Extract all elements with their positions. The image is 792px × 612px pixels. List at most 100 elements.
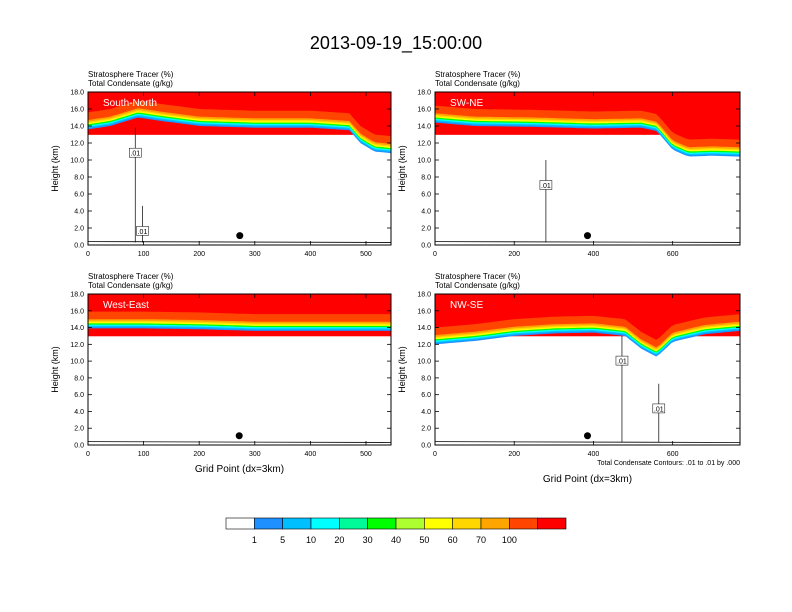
x-tick-label: 0 <box>433 251 437 258</box>
x-axis-label: Grid Point (dx=3km) <box>195 464 284 475</box>
y-tick-label: 0.0 <box>74 443 84 450</box>
panel-label: South-North <box>103 98 157 109</box>
panel-west-east: West-East Stratosphere Tracer (%)Total Co… <box>50 272 392 475</box>
y-axis-label: Height (km) <box>397 346 407 393</box>
colorbar-swatch <box>254 517 283 530</box>
plot-frame <box>87 91 392 246</box>
y-tick-label: 4.0 <box>74 209 84 216</box>
y-tick-label: 4.0 <box>421 209 431 216</box>
y-tick-label: 18.0 <box>70 292 84 299</box>
y-tick-label: 0.0 <box>421 443 431 450</box>
y-tick-label: 12.0 <box>417 342 431 349</box>
panel-label: West-East <box>103 300 149 311</box>
x-tick-label: 600 <box>667 251 679 258</box>
tracer-core <box>435 294 740 340</box>
y-tick-label: 18.0 <box>417 292 431 299</box>
y-tick-label: 2.0 <box>421 426 431 433</box>
x-tick-label: 200 <box>193 251 205 258</box>
panel-subtitle-tracer: Stratosphere Tracer (%) <box>88 70 174 79</box>
y-tick-label: 6.0 <box>74 192 84 199</box>
y-tick-label: 10.0 <box>70 359 84 366</box>
x-tick-label: 200 <box>193 451 205 458</box>
y-axis-label: Height (km) <box>397 145 407 192</box>
y-tick-label: 2.0 <box>421 226 431 233</box>
colorbar-swatch <box>339 517 368 530</box>
colorbar-swatch <box>395 517 425 530</box>
y-tick-label: 8.0 <box>421 375 431 382</box>
contour-label-box <box>652 403 666 414</box>
plot-frame <box>434 91 741 246</box>
y-tick-label: 18.0 <box>70 90 84 97</box>
colorbar-swatch <box>509 517 538 530</box>
y-tick-label: 10.0 <box>417 158 431 165</box>
y-tick-label: 0.0 <box>74 243 84 250</box>
y-axis-label: Height (km) <box>50 145 60 192</box>
plot-area: .01 <box>435 92 740 243</box>
colorbar-swatch <box>537 517 567 530</box>
colorbar-label: 1 <box>252 535 257 545</box>
contour-label: .01 <box>617 359 627 366</box>
x-tick-label: 0 <box>433 451 437 458</box>
plot-frame <box>434 293 741 446</box>
contour-label: .01 <box>654 406 664 413</box>
terrain-contour <box>88 441 391 443</box>
x-tick-label: 600 <box>667 451 679 458</box>
colorbar-swatch <box>282 517 312 530</box>
y-tick-label: 2.0 <box>74 426 84 433</box>
x-tick-label: 0 <box>86 251 90 258</box>
y-tick-label: 14.0 <box>70 325 84 332</box>
location-marker <box>584 432 591 440</box>
colorbar-swatch <box>480 517 510 530</box>
y-tick-label: 14.0 <box>70 124 84 131</box>
contour-label-box <box>136 226 149 236</box>
panel-subtitle-tracer: Stratosphere Tracer (%) <box>88 272 174 281</box>
x-tick-label: 500 <box>360 251 372 258</box>
x-tick-label: 100 <box>138 451 150 458</box>
panel-subtitle-condensate: Total Condensate (g/kg) <box>435 79 520 88</box>
y-tick-label: 16.0 <box>70 308 84 315</box>
terrain-contour <box>88 241 391 243</box>
colorbar-label: 10 <box>306 535 316 545</box>
y-tick-label: 6.0 <box>421 392 431 399</box>
x-tick-label: 400 <box>588 251 600 258</box>
contour-label-box <box>615 355 629 366</box>
x-tick-label: 400 <box>305 451 317 458</box>
y-tick-label: 8.0 <box>74 375 84 382</box>
panel-subtitle-condensate: Total Condensate (g/kg) <box>88 79 173 88</box>
y-tick-label: 0.0 <box>421 243 431 250</box>
colorbar-label: 20 <box>334 535 344 545</box>
plot-frame <box>87 293 392 446</box>
y-tick-label: 8.0 <box>421 175 431 182</box>
y-tick-label: 10.0 <box>417 359 431 366</box>
contour-footnote: Total Condensate Contours: .01 to .01 by… <box>597 460 740 467</box>
contour-label: .01 <box>130 151 140 158</box>
colorbar-label: 5 <box>280 535 285 545</box>
terrain-contour <box>435 441 740 443</box>
terrain-contour <box>435 241 740 243</box>
y-tick-label: 10.0 <box>70 158 84 165</box>
panel-south-north: .01 .01 South-North Stratosphere Tracer (%)… <box>50 70 392 258</box>
y-tick-label: 12.0 <box>417 141 431 148</box>
colorbar-swatch <box>225 517 255 530</box>
contour-label-box <box>129 147 142 158</box>
y-tick-label: 4.0 <box>421 409 431 416</box>
x-tick-label: 300 <box>249 251 261 258</box>
y-tick-label: 8.0 <box>74 175 84 182</box>
x-tick-label: 100 <box>138 251 150 258</box>
colorbar-label: 60 <box>448 535 458 545</box>
colorbar-label: 30 <box>363 535 373 545</box>
y-tick-label: 4.0 <box>74 409 84 416</box>
y-tick-label: 16.0 <box>417 308 431 315</box>
y-tick-label: 16.0 <box>70 107 84 114</box>
y-axis-label: Height (km) <box>50 346 60 393</box>
colorbar-swatch <box>452 517 482 530</box>
plot-area: .01 .01 <box>88 92 391 243</box>
colorbar: 1 5 10 20 30 40 50 60 70 100 <box>225 517 567 545</box>
colorbar-label: 70 <box>476 535 486 545</box>
location-marker <box>235 432 243 440</box>
colorbar-swatch <box>310 517 340 530</box>
y-tick-label: 14.0 <box>417 124 431 131</box>
y-tick-label: 12.0 <box>70 342 84 349</box>
y-tick-label: 6.0 <box>74 392 84 399</box>
